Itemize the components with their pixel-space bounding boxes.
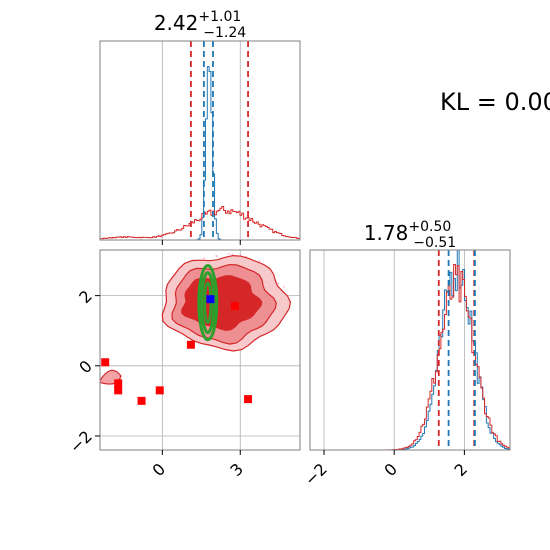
br-histograms [310,250,510,450]
x-tick-label: 0 [149,459,170,480]
tl-title-plus: +1.01 [198,9,241,25]
scatter-point [282,286,285,288]
red-marker [244,395,253,404]
br-title-plus: +0.50 [408,219,451,235]
red-marker [114,386,123,395]
panel-bottom-right: −2 0 2 1.78+0.50 −0.51 [301,219,511,490]
red-marker [186,340,195,349]
red-marker [155,386,164,395]
scatter-point [227,253,230,255]
y-tick-label: −2 [66,427,96,457]
tl-histograms [100,41,300,240]
tl-title-value: 2.42 [154,11,199,35]
br-title-minus: −0.51 [413,235,456,251]
tl-grid [161,41,241,240]
histogram-series-0 [100,66,300,240]
scatter-point [258,260,261,263]
green-contour-outer [197,264,219,342]
bl-frame [99,249,301,451]
y-tick-label: 0 [75,357,96,378]
x-tick-label: −2 [301,459,331,489]
blue-marker [206,295,215,304]
br-title-value: 1.78 [364,221,409,245]
x-tick-label: 0 [380,459,401,480]
kl-annotation: KL = 0.00 [440,88,550,116]
scatter-point [215,254,218,257]
tl-ticks [161,240,241,245]
br-title: 1.78+0.50 −0.51 [364,219,456,251]
x-tick-label: 2 [451,459,472,480]
br-ticks: −2 0 2 [301,450,471,490]
red-marker [114,379,123,388]
y-tick-label: 2 [75,286,96,307]
scatter-point [203,257,205,260]
red-marker [231,302,240,311]
br-frame [309,249,511,451]
panel-bottom-left: 0 3 −2 0 2 [66,249,301,480]
red-marker [101,358,110,367]
histogram-series-0 [310,250,510,450]
tl-frame [99,40,301,241]
panel-top-left: 2.42+1.01 −1.24 [99,9,301,245]
scatter-point [231,253,234,256]
tl-title-minus: −1.24 [203,25,246,41]
tl-title: 2.42+1.01 −1.24 [154,9,246,41]
x-tick-label: 3 [226,459,247,480]
bl-contours [100,253,292,405]
red-marker [137,396,146,405]
scatter-point [277,282,280,285]
histogram-series-1 [310,263,510,450]
histogram-series-1 [100,205,300,240]
